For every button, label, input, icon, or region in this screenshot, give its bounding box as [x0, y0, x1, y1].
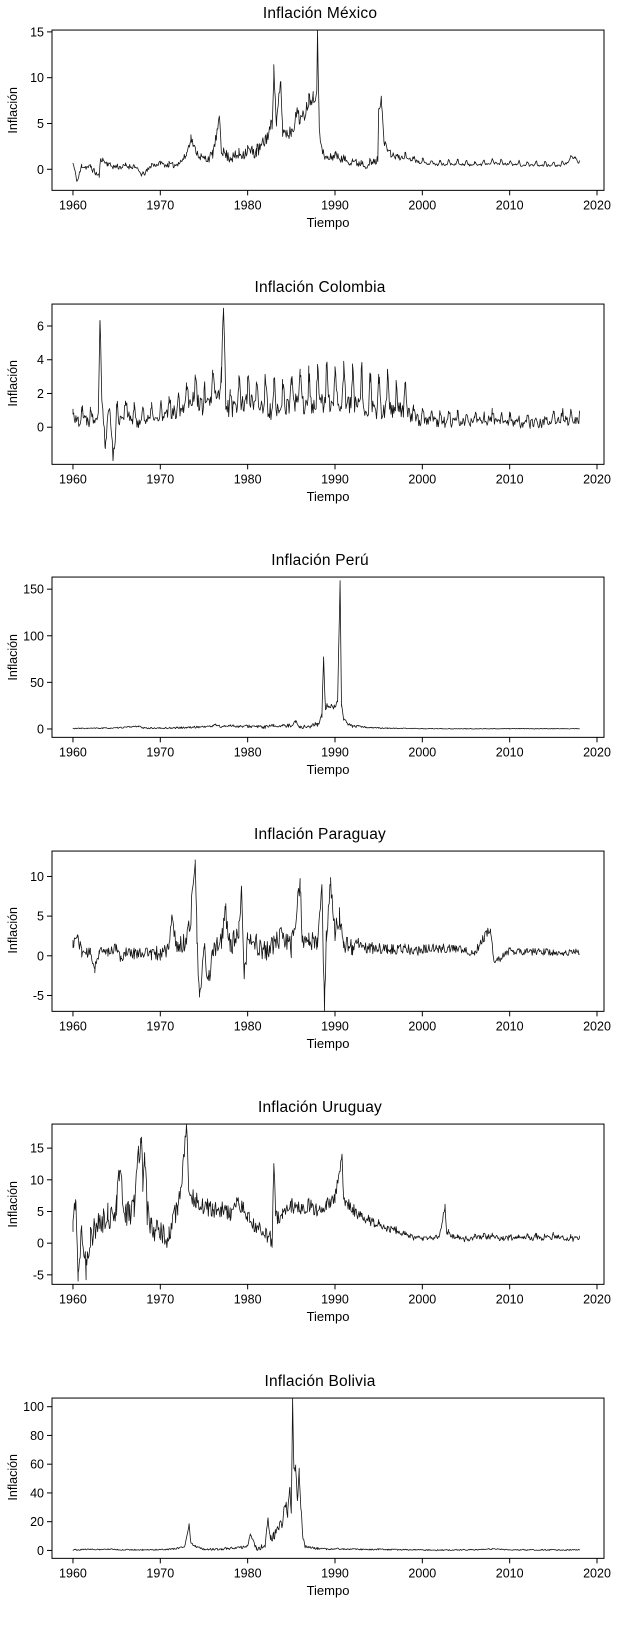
plot-canvas-colombia: 1960 1970 1980 1990 2000 2010 2020 0 2 4 6: [37, 303, 611, 486]
svg-text:40: 40: [30, 1486, 44, 1500]
svg-text:1980: 1980: [234, 472, 262, 486]
chart-title: Inflación México: [262, 5, 378, 22]
svg-text:2000: 2000: [408, 1019, 436, 1033]
chart-title: Inflación Colombia: [254, 278, 386, 296]
svg-text:20: 20: [30, 1515, 44, 1529]
svg-text:-5: -5: [33, 1268, 44, 1282]
svg-text:1960: 1960: [59, 1566, 87, 1580]
svg-text:1990: 1990: [321, 1019, 349, 1033]
svg-text:80: 80: [30, 1428, 44, 1442]
svg-text:4: 4: [37, 353, 44, 367]
chart-title: Inflación Perú: [271, 552, 369, 569]
svg-text:1970: 1970: [146, 745, 174, 759]
svg-text:10: 10: [30, 1173, 44, 1187]
svg-text:0: 0: [37, 1237, 44, 1251]
svg-text:2020: 2020: [583, 1292, 611, 1306]
chart-inflacion-uruguay: Inflación Uruguay Inflación 1960 1970 1980…: [0, 1094, 640, 1368]
svg-text:1980: 1980: [234, 1566, 262, 1580]
svg-text:2020: 2020: [583, 1566, 611, 1580]
svg-text:1970: 1970: [146, 198, 174, 212]
svg-text:60: 60: [30, 1457, 44, 1471]
svg-text:0: 0: [37, 1543, 44, 1557]
plot-canvas-uruguay: 1960 1970 1980 1990 2000 2010 2020 -5 0 5 10 15: [30, 1123, 611, 1306]
x-axis-label: Tiempo: [306, 1309, 350, 1324]
svg-text:1960: 1960: [59, 745, 87, 759]
svg-text:100: 100: [23, 1400, 44, 1414]
svg-text:0: 0: [37, 163, 44, 177]
svg-text:2010: 2010: [496, 1292, 524, 1306]
svg-text:1970: 1970: [146, 1292, 174, 1306]
x-axis-label: Tiempo: [306, 1582, 350, 1598]
svg-text:2020: 2020: [583, 198, 611, 212]
svg-text:0: 0: [37, 420, 44, 434]
svg-text:1960: 1960: [59, 198, 87, 212]
svg-text:1980: 1980: [234, 1292, 262, 1306]
svg-text:2020: 2020: [583, 1019, 611, 1033]
svg-text:5: 5: [37, 117, 44, 131]
svg-text:2020: 2020: [583, 472, 611, 486]
svg-text:0: 0: [37, 949, 44, 963]
x-axis-label: Tiempo: [306, 215, 350, 230]
svg-text:-5: -5: [33, 988, 44, 1002]
chart-title: Inflación Paraguay: [254, 825, 386, 843]
chart-inflacion-paraguay: Inflación Paraguay Inflación 1960 1970 198…: [0, 820, 640, 1094]
chart-inflacion-peru: Inflación Perú Inflación 1960 1970 1980 199…: [0, 547, 640, 821]
chart-title: Inflación Uruguay: [257, 1099, 383, 1116]
svg-text:2: 2: [37, 386, 44, 400]
svg-text:100: 100: [23, 629, 44, 643]
svg-text:50: 50: [30, 676, 44, 690]
svg-text:15: 15: [30, 25, 44, 39]
svg-text:1990: 1990: [321, 1292, 349, 1306]
x-axis-label: Tiempo: [306, 1035, 350, 1051]
svg-text:15: 15: [30, 1142, 44, 1156]
svg-text:1990: 1990: [321, 745, 349, 759]
svg-text:5: 5: [37, 1205, 44, 1219]
svg-text:1990: 1990: [321, 1566, 349, 1580]
svg-text:1980: 1980: [234, 198, 262, 212]
svg-text:2010: 2010: [496, 198, 524, 212]
svg-text:2000: 2000: [408, 472, 436, 486]
svg-text:1960: 1960: [59, 1292, 87, 1306]
svg-text:0: 0: [37, 722, 44, 736]
svg-text:2010: 2010: [496, 1566, 524, 1580]
x-axis-label: Tiempo: [306, 762, 350, 777]
x-axis-label: Tiempo: [306, 488, 350, 504]
plot-canvas-bolivia: 1960 1970 1980 1990 2000 2010 2020 0 20 40 60 80 100: [23, 1397, 611, 1580]
svg-text:1990: 1990: [321, 472, 349, 486]
svg-text:2000: 2000: [408, 1292, 436, 1306]
svg-text:1970: 1970: [146, 472, 174, 486]
svg-text:2010: 2010: [496, 745, 524, 759]
svg-text:2000: 2000: [408, 198, 436, 212]
svg-text:6: 6: [37, 319, 44, 333]
svg-text:1970: 1970: [146, 1019, 174, 1033]
plot-canvas-paraguay: 1960 1970 1980 1990 2000 2010 2020 -5 0 5 10: [30, 850, 611, 1033]
svg-text:2020: 2020: [583, 745, 611, 759]
svg-text:1970: 1970: [146, 1566, 174, 1580]
chart-title: Inflación Bolivia: [264, 1372, 376, 1390]
svg-text:1980: 1980: [234, 1019, 262, 1033]
svg-text:2010: 2010: [496, 1019, 524, 1033]
svg-text:5: 5: [37, 909, 44, 923]
svg-text:1990: 1990: [321, 198, 349, 212]
svg-text:1980: 1980: [234, 745, 262, 759]
chart-inflacion-colombia: Inflación Colombia Inflación 1960 1970 198…: [0, 273, 640, 547]
svg-text:150: 150: [23, 583, 44, 597]
plot-canvas-peru: 1960 1970 1980 1990 2000 2010 2020 0 50 100 150: [23, 576, 611, 759]
svg-text:2010: 2010: [496, 472, 524, 486]
chart-inflacion-bolivia: Inflación Bolivia Inflación 1960 1970 1980…: [0, 1367, 640, 1641]
svg-text:10: 10: [30, 71, 44, 85]
svg-text:2000: 2000: [408, 1566, 436, 1580]
svg-text:2000: 2000: [408, 745, 436, 759]
svg-text:1960: 1960: [59, 1019, 87, 1033]
svg-text:1960: 1960: [59, 472, 87, 486]
plot-canvas-mexico: 1960 1970 1980 1990 2000 2010 2020 0 5 10 15: [30, 25, 611, 212]
svg-text:10: 10: [30, 869, 44, 883]
chart-inflacion-mexico: Inflación México Inflación 1960 1970 1980 1…: [0, 0, 640, 274]
